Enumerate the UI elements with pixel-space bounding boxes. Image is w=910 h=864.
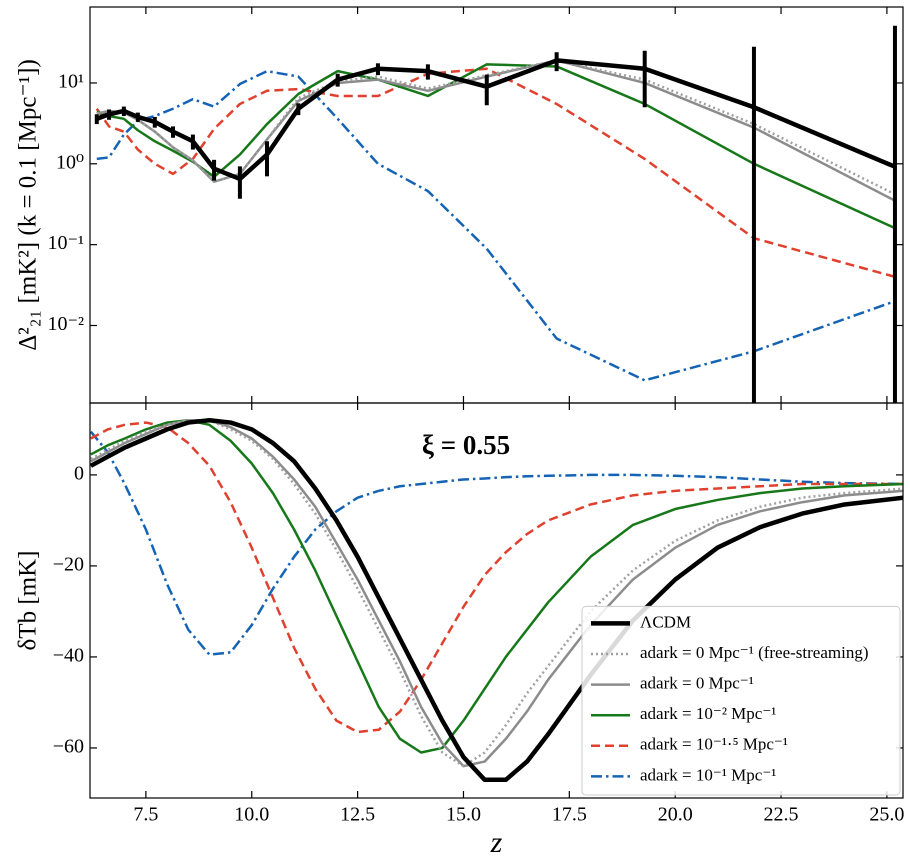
series-line [95,67,896,279]
y-tick-label: −20 [53,554,84,576]
x-tick-label: 25.0 [869,804,904,826]
y-tick-label: 10⁻² [47,313,84,335]
y-tick-label: 10⁻¹ [47,232,84,254]
y-tick-label: −60 [53,736,84,758]
series-line [90,418,903,783]
x-tick-label: 12.5 [340,804,375,826]
series-line [95,58,896,182]
series-line [90,419,903,768]
y-tick-label: 10¹ [58,71,84,93]
legend-label: adark = 10⁻² Mpc⁻¹ [640,704,776,723]
legend-label: adark = 0 Mpc⁻¹ [640,674,754,693]
legend-label: adark = 10⁻¹·⁵ Mpc⁻¹ [640,735,788,754]
legend-label: adark = 10⁻¹ Mpc⁻¹ [640,765,776,784]
legend-label: ΛCDM [640,612,691,631]
y-tick-label: −40 [53,645,84,667]
x-axis-label: z [490,826,503,859]
plot-area [94,25,897,403]
axes-frame [89,402,904,799]
annotation: ξ = 0.55 [422,430,510,460]
x-tick-label: 22.5 [764,804,799,826]
y-tick-label: 10⁰ [56,151,84,173]
legend-box [581,605,901,796]
series-line [96,63,896,230]
plot-area [90,418,903,783]
x-tick-label: 20.0 [658,804,693,826]
x-tick-label: 17.5 [552,804,587,826]
x-tick-label: 7.5 [133,804,158,826]
x-tick-label: 15.0 [446,804,481,826]
series-line [90,430,903,656]
legend-label: adark = 0 Mpc⁻¹ (free-streaming) [640,643,869,662]
x-tick-label: 10.0 [234,804,269,826]
y-axis-label: Δ²₂₁ [mK²] (k = 0.1 [Mpc⁻¹]) [15,59,42,351]
y-tick-label: 0 [74,462,84,484]
y-axis-label: δTb [mK] [15,551,42,651]
axes-frame [89,6,904,404]
series-line [90,421,903,734]
